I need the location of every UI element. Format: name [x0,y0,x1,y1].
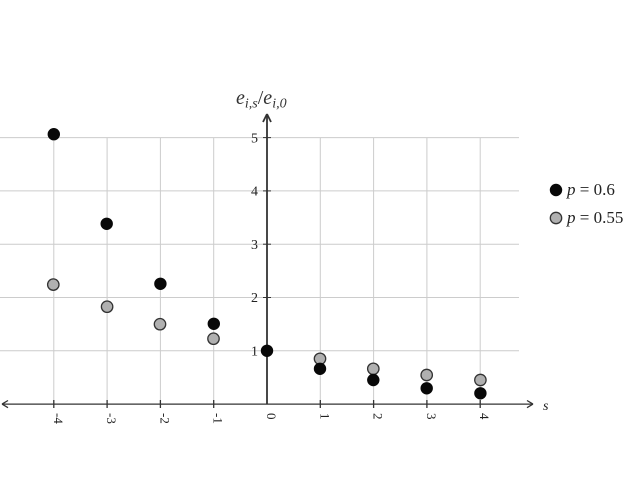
svg-text:-1: -1 [211,413,226,424]
svg-text:s: s [543,399,549,414]
svg-text:3: 3 [251,238,258,253]
svg-text:0: 0 [264,413,279,420]
svg-text:4: 4 [251,185,258,200]
svg-text:2: 2 [251,291,258,306]
svg-text:1: 1 [251,345,258,360]
svg-text:2: 2 [371,413,386,420]
svg-text:5: 5 [251,131,258,146]
svg-text:3: 3 [424,413,439,420]
svg-text:p = 0.6: p = 0.6 [566,180,615,199]
svg-text:4: 4 [477,413,492,420]
svg-text:-4: -4 [51,413,66,424]
svg-text:1: 1 [317,413,332,420]
svg-text:-2: -2 [157,413,172,424]
svg-text:ei,s/ei,0: ei,s/ei,0 [236,87,287,112]
svg-text:-3: -3 [104,413,119,424]
svg-text:p = 0.55: p = 0.55 [566,208,623,227]
